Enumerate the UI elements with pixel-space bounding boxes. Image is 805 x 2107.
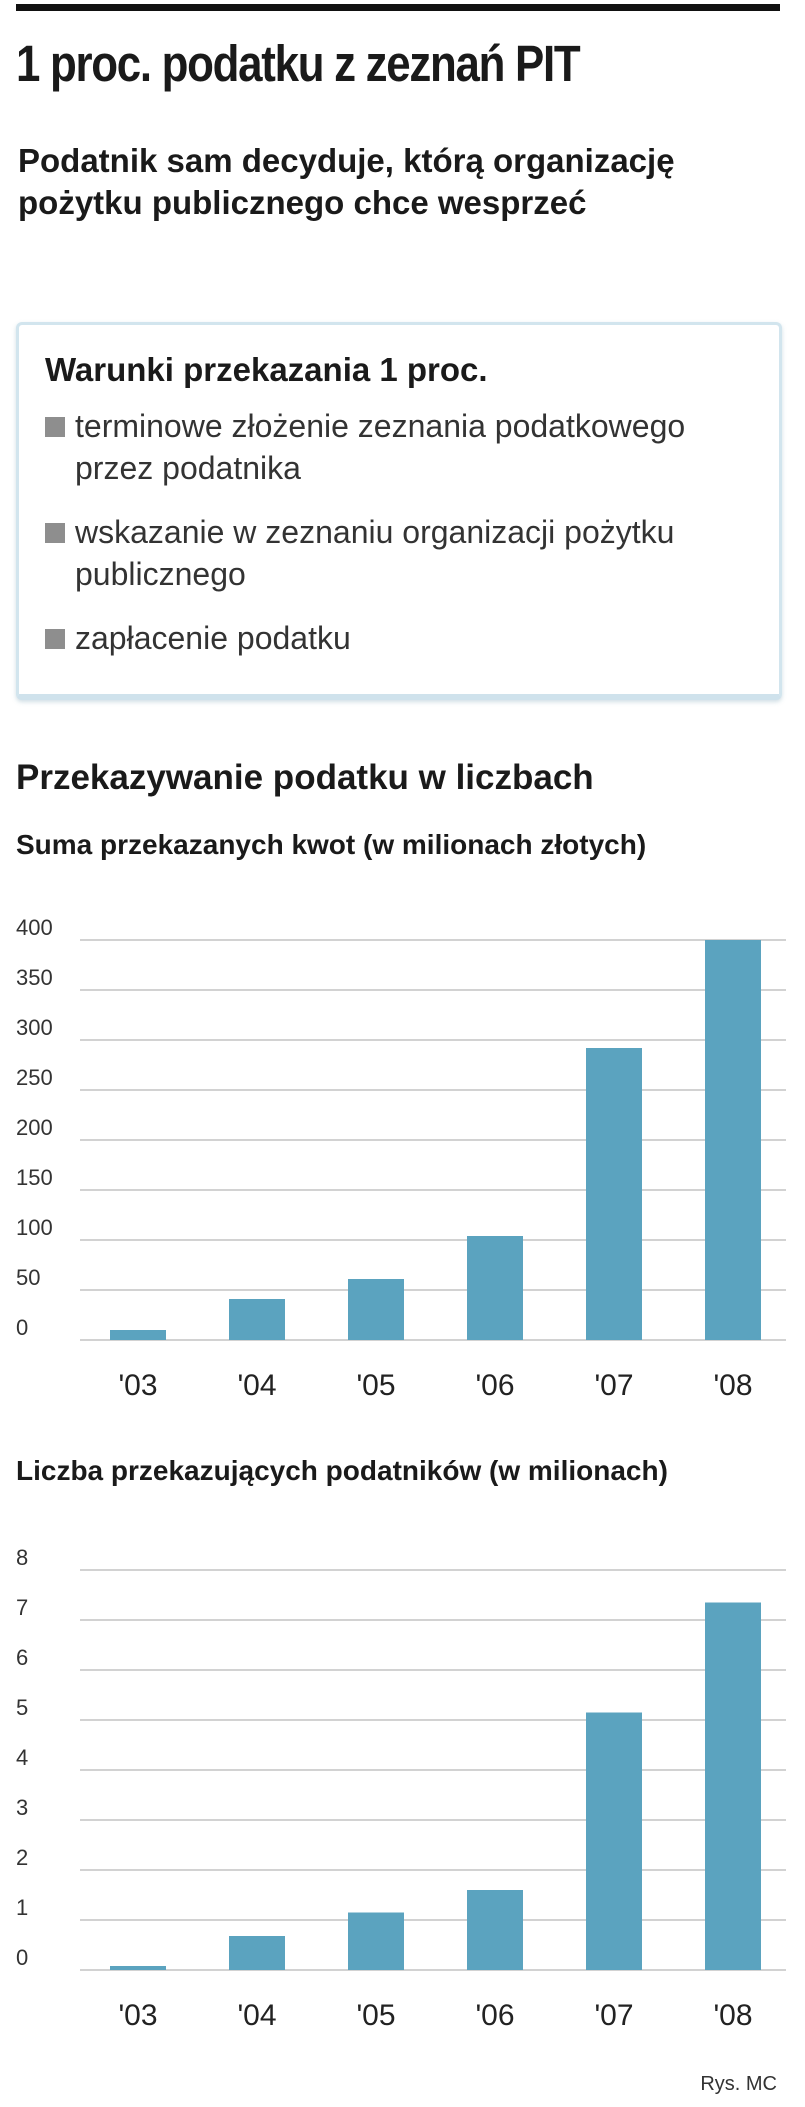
x-tick-label: '04 [237,1999,276,2032]
amounts-bar-chart: 0 50 100 150 200 250 300 350 400 '03 '04 '05 '06 '07 '… [16,915,786,1402]
condition-text: terminowe złożenie zeznania podatkowego … [75,408,686,486]
page-title: 1 proc. podatku z zeznań PIT [16,35,581,92]
section-heading: Przekazywanie podatku w liczbach [16,758,594,797]
conditions-title: Warunki przekazania 1 proc. [45,351,488,388]
y-tick-label: 200 [16,1115,53,1140]
x-tick-label: '05 [356,1999,395,2032]
condition-item: wskazanie w zeznaniu organizacji pożytku… [45,511,765,595]
y-tick-label: 300 [16,1015,53,1040]
page-subtitle: Podatnik sam decyduje, którą organizację… [18,142,675,221]
y-tick-label: 4 [16,1745,28,1770]
bar-08 [705,1602,761,1970]
y-tick-label: 100 [16,1215,53,1240]
x-tick-label: '06 [475,1369,514,1402]
bar-04 [229,1299,285,1340]
conditions-list: terminowe złożenie zeznania podatkowego … [45,405,765,681]
bar-08 [705,940,761,1340]
taxpayers-bar-chart: 0 1 2 3 4 5 6 7 8 '03 '04 '05 '06 '07 '08 [16,1545,786,2032]
credit-label: Rys. MC [700,2073,777,2095]
y-tick-label: 150 [16,1165,53,1190]
square-bullet-icon [45,629,65,649]
y-tick-label: 400 [16,915,53,940]
bar-06 [467,1890,523,1970]
x-tick-label: '03 [118,1369,157,1402]
condition-item: zapłacenie podatku [45,617,765,659]
y-tick-label: 6 [16,1645,28,1670]
y-tick-label: 5 [16,1695,28,1720]
bar-03 [110,1330,166,1340]
square-bullet-icon [45,523,65,543]
y-tick-label: 0 [16,1945,28,1970]
bar-05 [348,1912,404,1970]
chart-title-amounts: Suma przekazanych kwot (w milionach złot… [16,829,647,860]
y-tick-label: 50 [16,1265,40,1290]
bar-07 [586,1048,642,1340]
x-tick-label: '04 [237,1369,276,1402]
y-tick-label: 7 [16,1595,28,1620]
bar-06 [467,1236,523,1340]
y-tick-label: 3 [16,1795,28,1820]
x-tick-label: '07 [594,1999,633,2032]
bar-03 [110,1966,166,1970]
x-tick-label: '06 [475,1999,514,2032]
x-tick-label: '03 [118,1999,157,2032]
condition-item: terminowe złożenie zeznania podatkowego … [45,405,765,489]
condition-text: wskazanie w zeznaniu organizacji pożytku… [75,514,675,592]
top-rule [16,4,780,11]
x-tick-label: '05 [356,1369,395,1402]
square-bullet-icon [45,417,65,437]
y-tick-label: 2 [16,1845,28,1870]
bar-05 [348,1279,404,1340]
y-tick-label: 0 [16,1315,28,1340]
y-tick-label: 1 [16,1895,28,1920]
y-tick-label: 250 [16,1065,53,1090]
conditions-box: Warunki przekazania 1 proc. terminowe zł… [16,322,782,700]
chart-title-taxpayers: Liczba przekazujących podatników (w mili… [16,1455,668,1486]
bar-07 [586,1712,642,1970]
x-tick-label: '08 [713,1999,752,2032]
x-tick-label: '08 [713,1369,752,1402]
y-tick-label: 8 [16,1545,28,1570]
condition-text: zapłacenie podatku [75,620,351,656]
y-tick-label: 350 [16,965,53,990]
x-tick-label: '07 [594,1369,633,1402]
bar-04 [229,1936,285,1970]
